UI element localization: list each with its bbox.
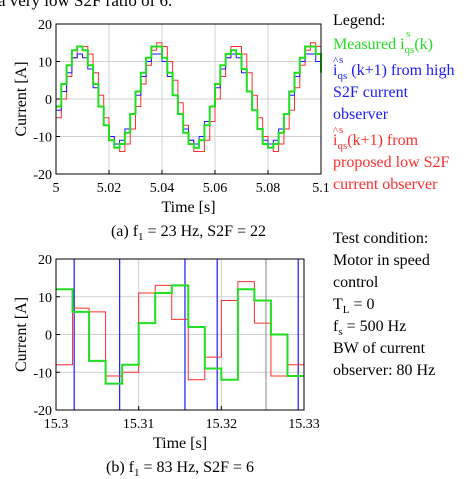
y-tick-label: -10 — [33, 366, 52, 381]
legend-high-s2f: ^ i s qs (k+1) from high S2F current observ… — [333, 54, 455, 124]
series-measured — [56, 45, 322, 149]
chart-a: 5 5.02 5.04 5.06 5.08 5.1 -20 -10 0 10 20 Time [s] C… — [13, 18, 330, 243]
x-tick-label: 15.33 — [288, 417, 320, 432]
y-tick-label: 10 — [38, 56, 52, 71]
x-tick-label: 5.08 — [256, 181, 281, 196]
x-tick-label: 15.32 — [206, 417, 238, 432]
x-tick-label: 15.3 — [44, 417, 69, 432]
legend-measured: Measured i s qs(k) — [333, 28, 433, 57]
header-text: a very low S2F ratio of 6. — [0, 0, 173, 10]
chart-caption: (b) f1 = 83 Hz, S2F = 6 — [106, 459, 254, 479]
y-tick-label: 10 — [38, 291, 52, 306]
test-condition: Test condition: Motor in speed control T… — [333, 228, 474, 382]
x-axis-label: Time [s] — [161, 199, 215, 216]
test-condition-line2: control — [333, 274, 379, 291]
y-tick-label: -20 — [33, 168, 52, 183]
test-condition-bw2: observer: 80 Hz — [333, 362, 436, 379]
x-tick-label: 5.1 — [312, 181, 330, 196]
legend-title: Legend: — [333, 12, 386, 29]
x-tick-label: 5.06 — [203, 181, 228, 196]
y-tick-label: 0 — [45, 93, 52, 108]
test-condition-fs: fs = 500 Hz — [333, 318, 407, 339]
test-condition-tl: TL = 0 — [333, 296, 375, 317]
y-tick-label: -20 — [33, 404, 52, 419]
y-tick-label: 20 — [38, 18, 52, 33]
y-axis-label: Current [A] — [13, 61, 30, 136]
test-condition-bw1: BW of current — [333, 340, 426, 357]
x-tick-label: 5.04 — [150, 181, 175, 196]
chart-caption: (a) f1 = 23 Hz, S2F = 22 — [111, 223, 266, 243]
y-axis-label: Current [A] — [13, 297, 30, 372]
legend: Legend: Measured i s qs(k) ^ i s qs (k+1) fro… — [333, 10, 474, 196]
series-measured — [56, 284, 304, 385]
y-tick-label: 20 — [38, 253, 52, 268]
test-condition-line1: Motor in speed — [333, 252, 430, 269]
x-tick-label: 5.02 — [97, 181, 122, 196]
legend-low-s2f: ^ i s qs(k+1) from proposed low S2F current… — [333, 124, 450, 194]
y-tick-label: 0 — [45, 329, 52, 344]
test-condition-title: Test condition: — [333, 230, 429, 247]
x-tick-label: 15.31 — [123, 417, 155, 432]
chart-b: 15.3 15.31 15.32 15.33 -20 -10 0 10 20 Time [s] Cu… — [13, 253, 320, 479]
x-axis-label: Time [s] — [153, 435, 207, 452]
x-tick-label: 5 — [53, 181, 60, 196]
y-tick-label: -10 — [33, 131, 52, 146]
